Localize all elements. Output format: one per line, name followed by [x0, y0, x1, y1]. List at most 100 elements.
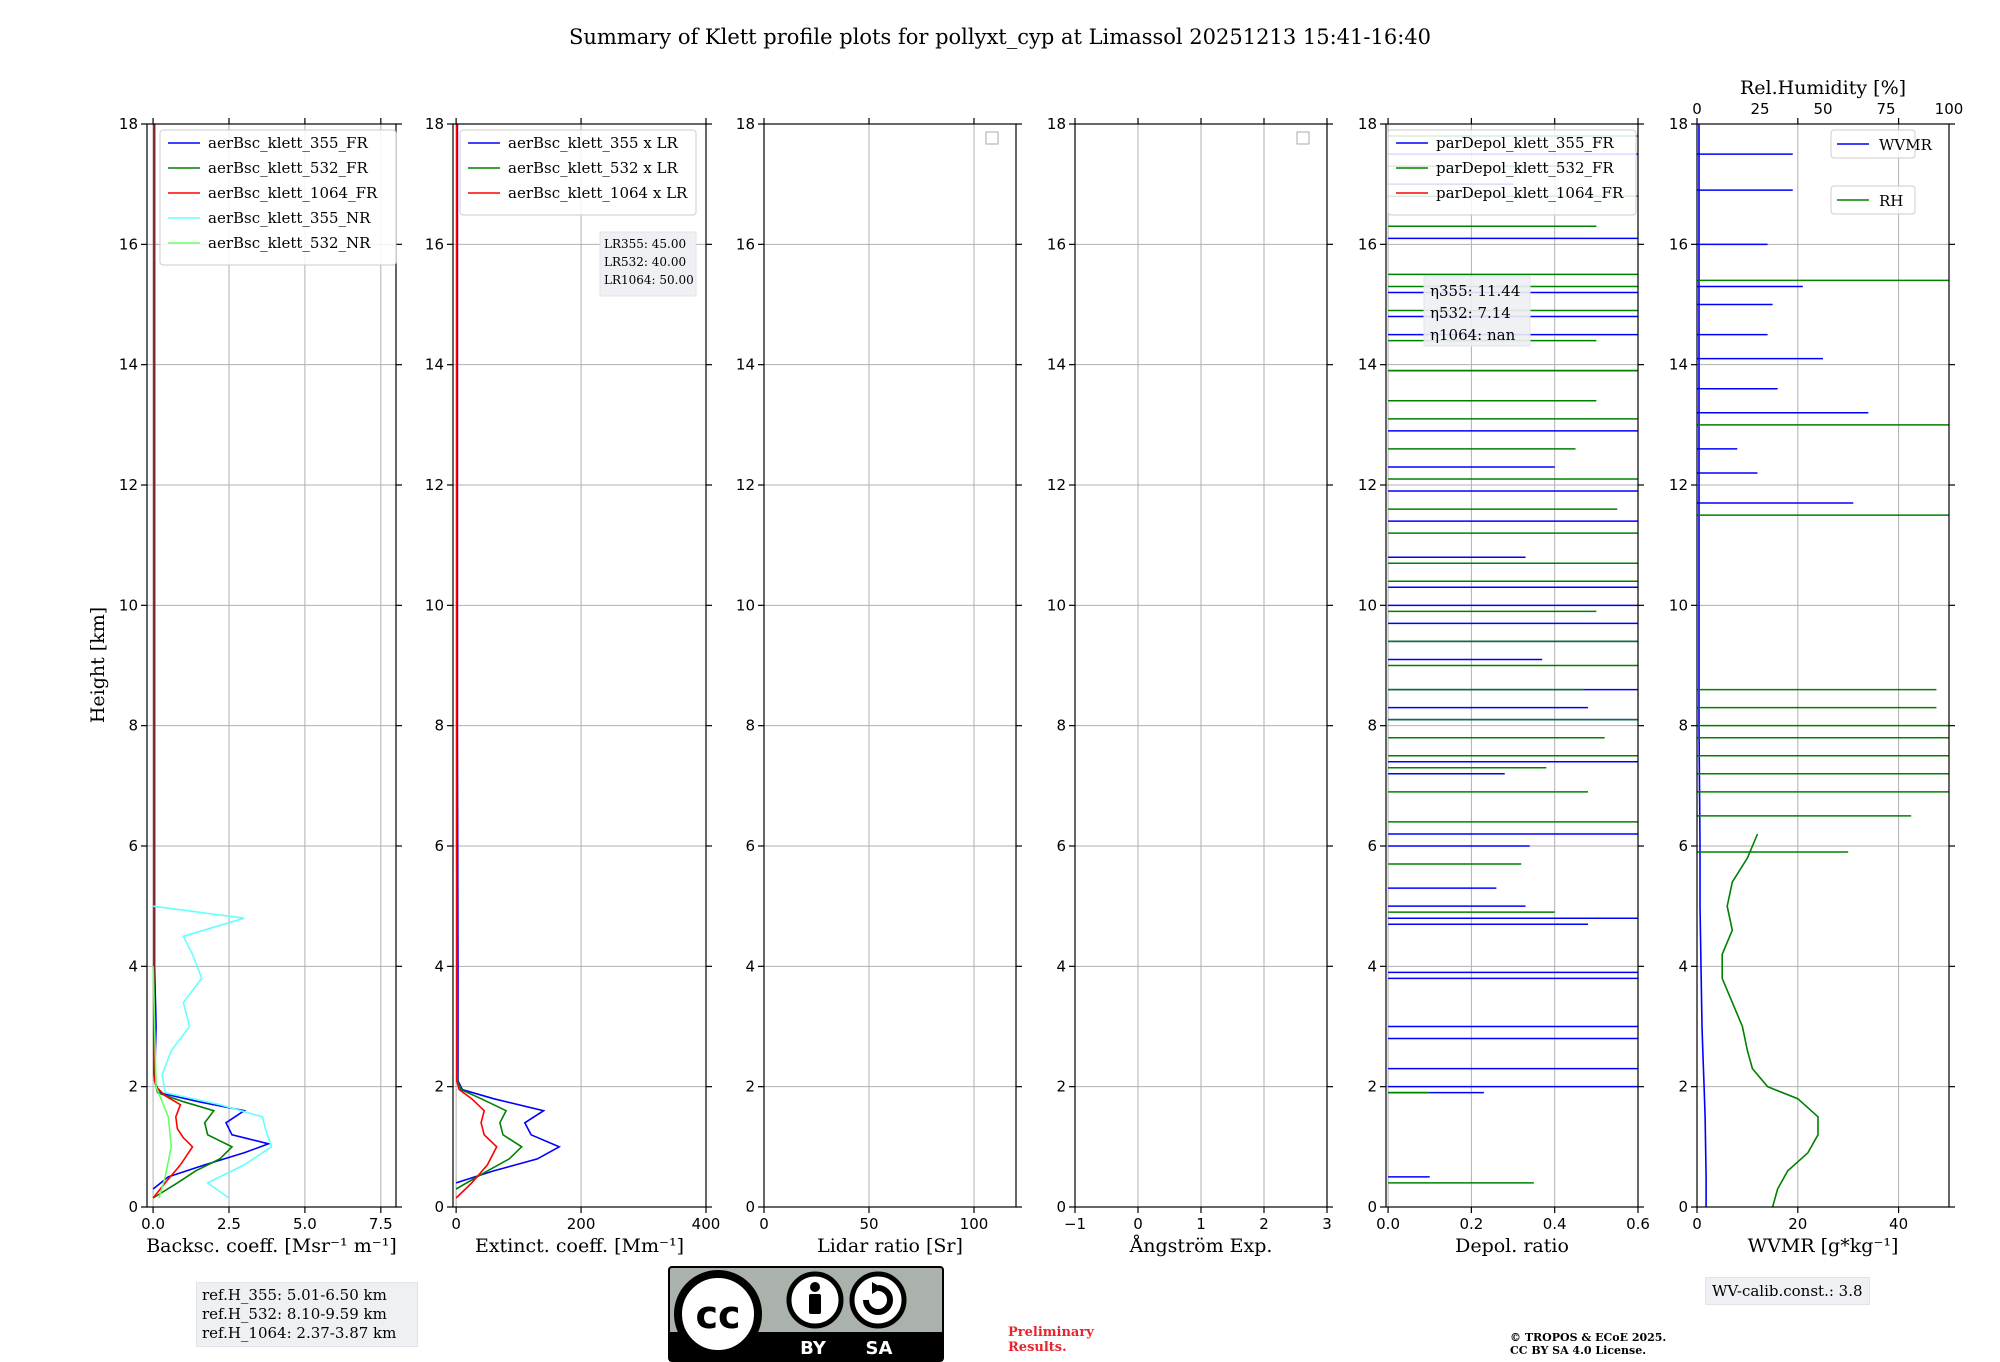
y-tick-label: 8 — [434, 717, 444, 735]
preliminary-line-2: Results. — [1008, 1340, 1067, 1355]
legend-label: RH — [1879, 192, 1903, 210]
x-tick-label: 400 — [692, 1215, 721, 1233]
lr-annotation-box — [599, 231, 697, 297]
series-line-aerBsc_klett_355_NR — [152, 905, 273, 1199]
x-tick-label: −1 — [1064, 1215, 1086, 1233]
y-tick-label: 18 — [1669, 115, 1688, 133]
y-tick-label: 2 — [434, 1078, 444, 1096]
y-tick-label: 8 — [128, 717, 138, 735]
y-tick-label: 14 — [425, 356, 444, 374]
y-tick-label: 0 — [1056, 1198, 1066, 1216]
series-line-WVMR — [1698, 124, 1707, 1207]
axes-frame — [452, 123, 707, 1208]
y-tick-label: 4 — [1678, 957, 1688, 975]
ref-height-532: ref.H_532: 8.10-9.59 km — [202, 1305, 387, 1323]
y-tick-label: 18 — [1047, 115, 1066, 133]
y-tick-label: 4 — [1367, 957, 1377, 975]
y-tick-label: 14 — [1669, 356, 1688, 374]
x-tick-label: 0.2 — [1459, 1215, 1483, 1233]
eta-annotation-box — [1423, 275, 1531, 347]
top-tick-label: 100 — [1935, 100, 1964, 118]
y-tick-label: 18 — [1358, 115, 1377, 133]
legend-box — [1830, 129, 1916, 159]
series-line-aerBsc_klett_1064 x LR — [455, 124, 498, 1199]
legend-label: aerBsc_klett_532_FR — [208, 159, 368, 177]
axes-frame — [1074, 123, 1328, 1208]
empty-legend-box — [1296, 131, 1310, 145]
legend-label: aerBsc_klett_532_NR — [208, 234, 371, 252]
panel-backscatter: 0 2 4 6 8 10 12 14 16 18 0.0 2.5 5.0 7.5 Backsc. coeff… — [87, 115, 402, 1257]
x-tick-label: 0 — [759, 1215, 769, 1233]
eta-annotation-text: η1064: nan — [1430, 326, 1516, 344]
y-tick-label: 8 — [1678, 717, 1688, 735]
top-tick-label: 75 — [1876, 100, 1895, 118]
y-tick-label: 16 — [1047, 235, 1066, 253]
y-tick-label: 14 — [1047, 356, 1066, 374]
x-tick-label: 0 — [1692, 1215, 1702, 1233]
legend-label: parDepol_klett_1064_FR — [1436, 184, 1624, 202]
y-tick-label: 18 — [736, 115, 755, 133]
y-tick-label: 2 — [128, 1078, 138, 1096]
lr-annotation-text: LR532: 40.00 — [604, 255, 686, 269]
y-tick-label: 0 — [128, 1198, 138, 1216]
y-tick-label: 6 — [434, 837, 444, 855]
y-tick-label: 4 — [1056, 957, 1066, 975]
series-line-aerBsc_klett_532 x LR — [455, 124, 523, 1190]
x-tick-label: 2.5 — [217, 1215, 241, 1233]
x-axis-label: Ångström Exp. — [1129, 1235, 1273, 1257]
panel-extinction: 0 2 4 6 8 10 12 14 16 18 0 200 400 Extinct. coeff. [M… — [425, 115, 720, 1257]
y-tick-label: 14 — [1358, 356, 1377, 374]
y-tick-label: 16 — [736, 235, 755, 253]
x-tick-label: 100 — [960, 1215, 989, 1233]
plot-area — [152, 124, 273, 1199]
y-tick-label: 12 — [1669, 476, 1688, 494]
x-tick-label: 5.0 — [293, 1215, 317, 1233]
y-tick-label: 2 — [745, 1078, 755, 1096]
legend-label: aerBsc_klett_355 x LR — [508, 134, 679, 152]
y-tick-label: 12 — [1047, 476, 1066, 494]
series-line-RH — [1721, 833, 1819, 1207]
by-person-body-icon — [809, 1294, 821, 1314]
x-tick-label: 1 — [1196, 1215, 1206, 1233]
axes-frame — [146, 123, 397, 1208]
x-axis-label: Depol. ratio — [1455, 1235, 1569, 1257]
y-tick-label: 4 — [128, 957, 138, 975]
plot-area — [455, 124, 562, 1199]
y-tick-label: 16 — [1669, 235, 1688, 253]
x-axis-label: Backsc. coeff. [Msr⁻¹ m⁻¹] — [146, 1235, 397, 1257]
sa-arrowhead-icon — [872, 1282, 882, 1294]
figure-title: Summary of Klett profile plots for polly… — [569, 25, 1431, 49]
empty-legend-box — [985, 131, 999, 145]
y-tick-label: 12 — [425, 476, 444, 494]
y-tick-label: 0 — [1678, 1198, 1688, 1216]
y-tick-label: 12 — [1358, 476, 1377, 494]
panel-lidar_ratio: 0 2 4 6 8 10 12 14 16 18 0 50 100 Lidar ratio [Sr] — [736, 115, 1022, 1257]
ref-height-355: ref.H_355: 5.01-6.50 km — [202, 1286, 387, 1304]
copyright-line-2: CC BY SA 4.0 License. — [1510, 1344, 1647, 1357]
top-tick-label: 50 — [1813, 100, 1832, 118]
ref-height-1064: ref.H_1064: 2.37-3.87 km — [202, 1324, 397, 1342]
legend-label: aerBsc_klett_1064 x LR — [508, 184, 688, 202]
y-tick-label: 18 — [119, 115, 138, 133]
legend-label: aerBsc_klett_355_NR — [208, 209, 371, 227]
y-tick-label: 4 — [745, 957, 755, 975]
top-tick-label: 25 — [1750, 100, 1769, 118]
y-tick-label: 16 — [425, 235, 444, 253]
x-tick-label: 7.5 — [369, 1215, 393, 1233]
by-person-head-icon — [810, 1282, 820, 1292]
x-tick-label: 0.4 — [1543, 1215, 1567, 1233]
x-tick-label: 200 — [567, 1215, 596, 1233]
copyright-note: © TROPOS & ECoE 2025. CC BY SA 4.0 Licen… — [1510, 1331, 1666, 1357]
y-tick-label: 10 — [425, 596, 444, 614]
x-tick-label: 2 — [1259, 1215, 1269, 1233]
copyright-line-1: © TROPOS & ECoE 2025. — [1510, 1331, 1667, 1344]
x-tick-label: 40 — [1889, 1215, 1908, 1233]
x-tick-label: 0.6 — [1626, 1215, 1650, 1233]
legend-label: parDepol_klett_532_FR — [1436, 159, 1614, 177]
y-tick-label: 0 — [1367, 1198, 1377, 1216]
sa-label: SA — [866, 1338, 893, 1359]
lr-annotation-text: LR1064: 50.00 — [604, 273, 694, 287]
panel-depolarization: 0 2 4 6 8 10 12 14 16 18 0.0 0.2 0.4 0.6 Depol. ratio p… — [1358, 115, 1650, 1257]
legend-label: WVMR — [1879, 136, 1933, 154]
